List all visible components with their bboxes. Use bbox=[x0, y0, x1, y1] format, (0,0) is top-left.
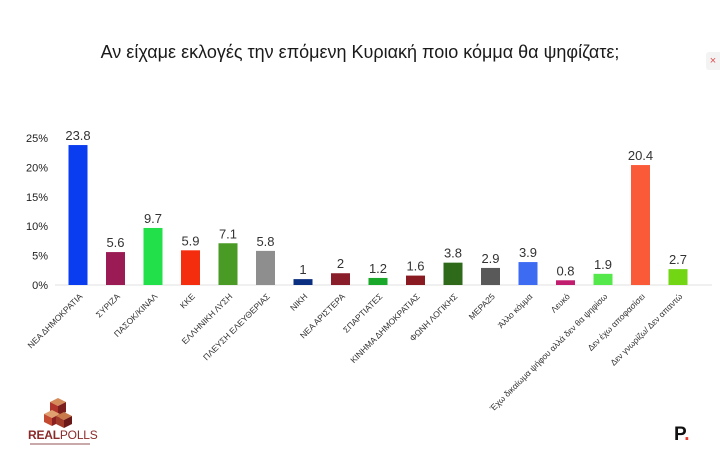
category-label: ΚΚΕ bbox=[178, 291, 197, 310]
bar bbox=[106, 252, 125, 285]
category-label: Λευκό bbox=[549, 291, 573, 315]
bar-value-label: 5.9 bbox=[181, 233, 199, 248]
y-tick-label: 5% bbox=[32, 251, 48, 263]
bar bbox=[631, 165, 650, 285]
bar-value-label: 23.8 bbox=[65, 128, 90, 143]
category-label: ΠΛΕΥΣΗ ΕΛΕΥΘΕΡΙΑΣ bbox=[201, 291, 272, 362]
category-label: ΜΕΡΑ25 bbox=[467, 291, 498, 322]
bar-value-label: 5.6 bbox=[106, 235, 124, 250]
close-icon[interactable]: × bbox=[706, 52, 720, 70]
bar bbox=[593, 273, 613, 285]
category-label: Δεν γνωρίζω/ Δεν απαντώ bbox=[608, 291, 684, 367]
corner-logo-letter: P bbox=[674, 424, 685, 445]
bar bbox=[518, 262, 538, 285]
bar-value-label: 20.4 bbox=[628, 148, 653, 163]
brand-name-bold: REAL bbox=[28, 428, 60, 442]
bar bbox=[443, 262, 463, 285]
bar-value-label: 9.7 bbox=[144, 211, 162, 226]
bar bbox=[68, 145, 88, 285]
bar bbox=[218, 243, 238, 285]
bar-value-label: 1 bbox=[299, 262, 306, 277]
corner-logo-dot: . bbox=[684, 424, 690, 445]
y-axis: 0% 5% 10% 15% 20% 25% bbox=[26, 133, 48, 292]
bar bbox=[256, 250, 275, 285]
bar-value-label: 3.8 bbox=[444, 246, 462, 261]
category-label: Άλλο κόμμα bbox=[496, 291, 535, 330]
brand-tagline-line bbox=[30, 443, 90, 445]
bar bbox=[668, 269, 688, 285]
bar-value-label: 0.8 bbox=[556, 263, 574, 278]
bars-group bbox=[68, 145, 688, 285]
chart-title: Αν είχαμε εκλογές την επόμενη Κυριακή πο… bbox=[100, 42, 620, 62]
y-tick-label: 10% bbox=[26, 221, 48, 233]
corner-logo: P. bbox=[674, 424, 690, 446]
value-labels-group: 23.8 5.6 9.7 5.9 7.1 5.8 1 2 1.2 1.6 3.8 2.9 3.9 0.8 1… bbox=[65, 128, 687, 278]
category-label: ΝΕΑ ΔΗΜΟΚΡΑΤΙΑ bbox=[25, 291, 84, 350]
bar-value-label: 1.2 bbox=[369, 261, 387, 276]
bar-value-label: 1.6 bbox=[406, 259, 424, 274]
bar bbox=[481, 267, 500, 285]
bar-value-label: 2.7 bbox=[669, 252, 687, 267]
bar-value-label: 2.9 bbox=[481, 251, 499, 266]
bar bbox=[556, 280, 575, 285]
y-tick-label: 15% bbox=[26, 192, 48, 204]
bar-value-label: 5.8 bbox=[256, 234, 274, 249]
bar bbox=[143, 227, 163, 285]
bar-value-label: 3.9 bbox=[519, 245, 537, 260]
y-tick-label: 0% bbox=[32, 280, 48, 292]
bar bbox=[368, 277, 388, 285]
bar bbox=[181, 250, 200, 285]
category-label: ΣΥΡΙΖΑ bbox=[94, 291, 122, 319]
y-tick-label: 25% bbox=[26, 133, 48, 145]
brand-name-light: POLLS bbox=[59, 428, 98, 442]
bar bbox=[406, 275, 425, 285]
y-tick-label: 20% bbox=[26, 162, 48, 174]
bar bbox=[293, 279, 313, 285]
bar bbox=[331, 273, 350, 285]
bar-value-label: 1.9 bbox=[594, 257, 612, 272]
bar-value-label: 7.1 bbox=[219, 226, 237, 241]
realpolls-logo-icon bbox=[44, 398, 72, 428]
brand-name: REALPOLLS bbox=[28, 428, 98, 442]
bar-value-label: 2 bbox=[337, 256, 344, 271]
category-label: ΝΙΚΗ bbox=[288, 291, 309, 312]
category-label: ΚΙΝΗΜΑ ΔΗΜΟΚΡΑΤΙΑΣ bbox=[348, 291, 422, 365]
